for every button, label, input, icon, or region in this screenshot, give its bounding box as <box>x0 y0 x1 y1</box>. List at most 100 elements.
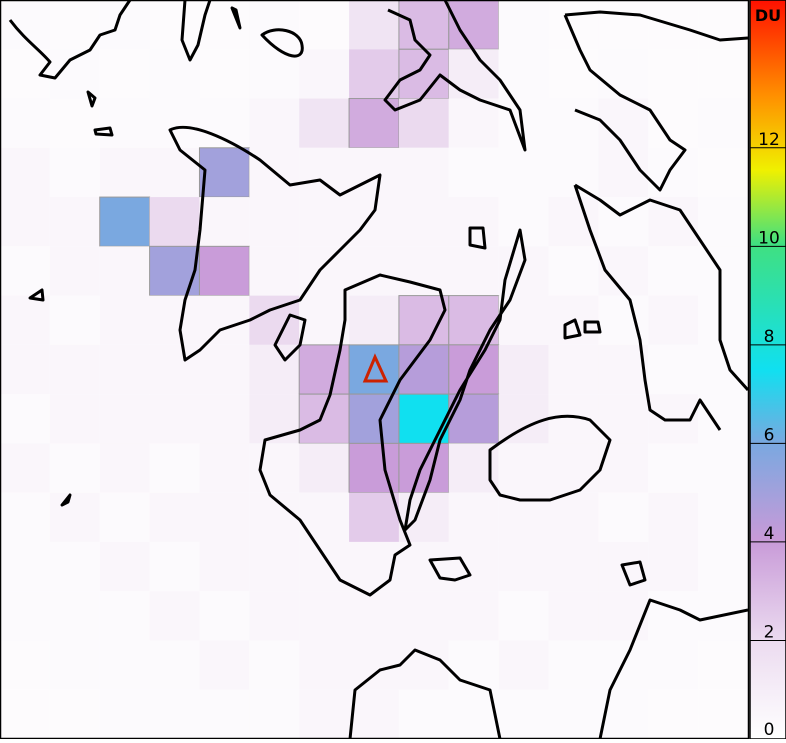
so2-cell <box>49 640 100 690</box>
so2-cell <box>498 197 549 247</box>
so2-cell <box>0 689 50 739</box>
so2-cell <box>0 197 50 247</box>
so2-cell <box>149 541 200 592</box>
so2-cell <box>0 295 50 345</box>
so2-grid <box>0 0 748 739</box>
so2-cell <box>498 541 549 592</box>
coastline <box>383 0 527 152</box>
so2-cell <box>648 640 699 690</box>
so2-cell <box>548 394 599 444</box>
so2-cell <box>348 344 400 395</box>
so2-cell <box>49 443 100 493</box>
so2-cell <box>548 689 599 739</box>
so2-cell <box>298 393 350 444</box>
so2-cell <box>398 640 449 690</box>
so2-cell <box>249 394 300 444</box>
colorbar-tick-label: 10 <box>758 228 780 248</box>
so2-cell <box>149 394 200 444</box>
so2-cell <box>548 640 599 690</box>
so2-cell <box>249 591 300 641</box>
so2-cell <box>299 541 350 592</box>
so2-cell <box>648 492 699 542</box>
so2-cell <box>349 295 399 345</box>
so2-cell <box>349 541 399 592</box>
so2-cell <box>448 640 499 690</box>
so2-cell <box>548 492 599 542</box>
coastline <box>428 556 472 582</box>
so2-cell <box>249 0 300 50</box>
so2-cell <box>498 344 549 395</box>
so2-cell <box>348 442 400 494</box>
so2-cell <box>249 492 300 542</box>
so2-cell <box>598 492 649 542</box>
so2-cell <box>0 344 50 395</box>
so2-cell <box>648 147 699 198</box>
so2-cell <box>199 197 250 247</box>
so2-cell <box>99 640 150 690</box>
so2-cell <box>99 196 151 247</box>
so2-cell <box>49 689 100 739</box>
so2-cell <box>299 0 350 50</box>
so2-cell <box>398 98 449 148</box>
so2-cell <box>199 541 250 592</box>
coastline <box>230 6 242 30</box>
so2-cell <box>598 591 649 641</box>
so2-cell <box>249 197 300 247</box>
coastline <box>573 183 748 431</box>
so2-cell <box>0 640 50 690</box>
so2-cell <box>548 49 599 99</box>
so2-cell <box>199 295 250 345</box>
so2-cell <box>0 246 50 296</box>
so2-cell <box>698 394 748 444</box>
coastline <box>258 273 447 597</box>
so2-cell <box>49 344 100 395</box>
volcano-marker <box>362 353 389 383</box>
so2-cell <box>149 689 200 739</box>
so2-cell <box>648 98 699 148</box>
so2-cell <box>249 98 300 148</box>
so2-cell <box>0 443 50 493</box>
so2-cell <box>0 492 50 542</box>
so2-cell <box>99 689 150 739</box>
so2-cell <box>349 492 399 542</box>
so2-cell <box>698 492 748 542</box>
so2-cell <box>299 443 350 493</box>
so2-cell <box>149 591 200 641</box>
so2-cell <box>398 246 449 296</box>
so2-cell <box>198 147 250 198</box>
so2-cell <box>99 394 150 444</box>
so2-cell <box>249 689 300 739</box>
so2-cell <box>149 492 200 542</box>
so2-cell <box>548 197 599 247</box>
so2-cell <box>349 689 399 739</box>
so2-cell <box>448 492 499 542</box>
so2-cell <box>349 640 399 690</box>
so2-cell <box>349 591 399 641</box>
so2-cell <box>299 492 350 542</box>
colorbar-tick-label: 2 <box>764 622 775 642</box>
so2-cell <box>99 246 150 296</box>
so2-cell <box>598 344 649 395</box>
so2-cell <box>0 98 50 148</box>
so2-cell <box>149 443 200 493</box>
colorbar-tick-label: 0 <box>764 720 775 739</box>
so2-cell <box>698 689 748 739</box>
so2-cell <box>299 689 350 739</box>
so2-cell <box>49 591 100 641</box>
so2-cell <box>299 640 350 690</box>
so2-cell <box>398 442 450 494</box>
coastline <box>403 228 527 532</box>
so2-cell <box>548 0 599 50</box>
so2-cell <box>149 640 200 690</box>
so2-cell <box>99 98 150 148</box>
so2-cell <box>698 541 748 592</box>
colorbar-tick-label: 8 <box>764 327 775 347</box>
so2-cell <box>49 197 100 247</box>
so2-cell <box>398 147 449 198</box>
so2-cell <box>448 147 499 198</box>
colorbar-ticks: 0 2 4 6 8 10 12 <box>750 130 786 740</box>
colorbar-tick-label: 12 <box>758 130 780 150</box>
so2-cell <box>498 640 549 690</box>
so2-cell <box>548 443 599 493</box>
